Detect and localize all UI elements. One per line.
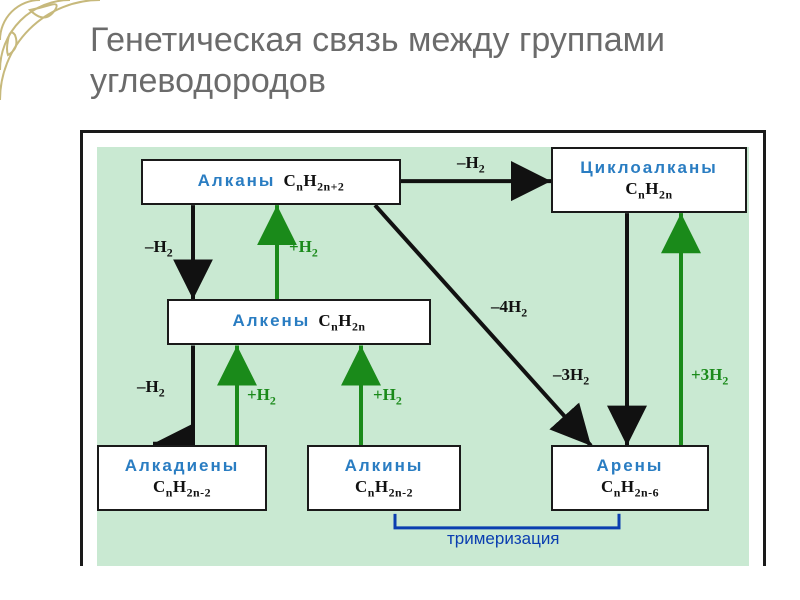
node-name: Арены (597, 455, 664, 476)
node-formula: CnH2n-6 (601, 476, 659, 500)
node-name: Алкины (345, 455, 424, 476)
edge-label-8: +H2 (373, 385, 402, 408)
node-formula: CnH2n+2 (283, 171, 344, 190)
node-cycloalk: ЦиклоалканыCnH2n (551, 147, 747, 213)
edge-label-2: –H2 (457, 153, 485, 176)
edge-label-3: –4H2 (491, 297, 527, 320)
node-formula: CnH2n (318, 311, 365, 330)
diagram-canvas: АлканыCnH2n+2ЦиклоалканыCnH2nАлкеныCnH2n… (97, 147, 749, 566)
slide-title: Генетическая связь между группами углево… (90, 20, 800, 102)
node-arenes: АреныCnH2n-6 (551, 445, 709, 511)
node-alkenes: Алкены CnH2n (167, 299, 431, 345)
node-alkadienes: АлкадиеныCnH2n-2 (97, 445, 267, 511)
node-formula: CnH2n (625, 178, 672, 202)
node-name: Циклоалканы (580, 157, 718, 178)
node-alkanes: Алканы CnH2n+2 (141, 159, 401, 205)
node-formula: CnH2n-2 (355, 476, 413, 500)
slide: Генетическая связь между группами углево… (0, 0, 800, 600)
edge-label-4: –3H2 (553, 365, 589, 388)
trimerization-label: тримеризация (447, 529, 560, 549)
trimerization-bracket (395, 514, 619, 528)
edge-label-7: +H2 (247, 385, 276, 408)
edge-label-6: –H2 (137, 377, 165, 400)
node-formula: CnH2n-2 (153, 476, 211, 500)
node-name: Алкены (232, 311, 310, 330)
edge-label-0: –H2 (145, 237, 173, 260)
node-name: Алкадиены (125, 455, 240, 476)
edge-label-1: +H2 (289, 237, 318, 260)
node-name: Алканы (198, 171, 276, 190)
diagram-frame: АлканыCnH2n+2ЦиклоалканыCnH2nАлкеныCnH2n… (80, 130, 766, 566)
node-alkynes: АлкиныCnH2n-2 (307, 445, 461, 511)
edge-label-5: +3H2 (691, 365, 728, 388)
